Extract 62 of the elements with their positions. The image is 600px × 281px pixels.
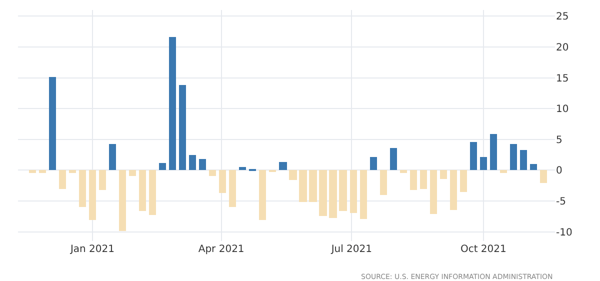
bar [289, 170, 297, 180]
y-tick-label: 5 [556, 134, 562, 146]
bar [500, 170, 507, 173]
bar [179, 85, 186, 170]
bar [370, 157, 377, 170]
y-tick-label: 25 [556, 12, 569, 23]
bar [470, 142, 477, 170]
bar [460, 170, 467, 192]
y-tick-label: -10 [556, 227, 572, 238]
bar [309, 170, 317, 202]
bar [400, 170, 407, 173]
bar [279, 162, 287, 170]
bar [159, 163, 166, 170]
bar [540, 170, 547, 183]
bar [169, 37, 176, 170]
x-tick-label: Jan 2021 [69, 244, 114, 255]
bar [39, 170, 46, 173]
bar [209, 170, 216, 176]
bar [99, 170, 106, 190]
bar [69, 170, 76, 173]
bar [530, 164, 537, 170]
bar [229, 170, 236, 207]
bar [189, 155, 196, 170]
bar [79, 170, 86, 207]
bar [129, 170, 136, 176]
bar [360, 170, 367, 219]
y-tick-label: 10 [556, 104, 569, 116]
bar [410, 170, 417, 190]
bar [259, 170, 266, 220]
bar [219, 170, 226, 193]
bar [49, 77, 56, 170]
y-tick-label: 15 [556, 73, 569, 84]
y-tick-label: 0 [556, 166, 562, 177]
bar [390, 148, 397, 170]
bar [490, 134, 497, 170]
bar [319, 170, 327, 216]
y-tick-label: 20 [556, 42, 569, 54]
bar [380, 170, 387, 195]
x-tick-label: Apr 2021 [198, 244, 244, 255]
bar [299, 170, 307, 202]
bar [89, 170, 96, 220]
bar [329, 170, 337, 218]
bar [149, 170, 156, 215]
bar [29, 170, 36, 173]
x-tick-label: Oct 2021 [460, 244, 506, 255]
bar [480, 157, 487, 170]
bar [520, 150, 527, 170]
bar [339, 170, 347, 211]
bar [199, 159, 206, 170]
bar [59, 170, 66, 189]
bar [440, 170, 447, 179]
bar [510, 144, 517, 170]
y-tick-label: -5 [556, 196, 566, 208]
bar [420, 170, 427, 189]
bar [350, 170, 357, 213]
bar [139, 170, 146, 211]
bar [239, 167, 246, 170]
bar [430, 170, 437, 214]
x-tick-label: Jul 2021 [330, 244, 372, 255]
bar [109, 144, 116, 170]
bar [450, 170, 457, 210]
bar [119, 170, 126, 231]
